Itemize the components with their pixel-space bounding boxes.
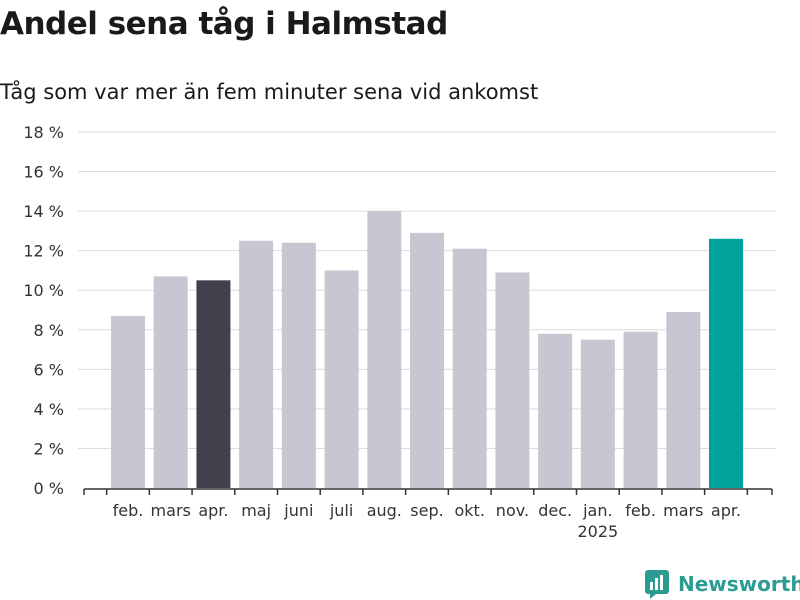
bar: [367, 211, 402, 488]
y-tick-label: 14 %: [23, 202, 64, 221]
x-tick-label: apr.: [198, 501, 228, 520]
bar: [324, 270, 359, 488]
x-tick-label: sep.: [410, 501, 443, 520]
x-tick-label: mars: [151, 501, 191, 520]
bar: [538, 333, 573, 488]
y-tick-label: 8 %: [34, 321, 64, 340]
bar: [281, 242, 316, 488]
bar: [239, 240, 274, 488]
y-tick-label: 6 %: [34, 360, 64, 379]
y-tick-label: 18 %: [23, 123, 64, 142]
x-tick-label: mars: [663, 501, 703, 520]
x-year-label: 2025: [577, 522, 618, 541]
x-tick-label: okt.: [455, 501, 485, 520]
bar: [495, 272, 530, 488]
x-tick-label: apr.: [711, 501, 741, 520]
bar: [111, 315, 145, 488]
x-tick-label: feb.: [113, 501, 144, 520]
bar: [623, 331, 658, 488]
x-tick-label: juli: [329, 501, 353, 520]
bar: [410, 232, 444, 488]
bar: [452, 248, 487, 488]
bar: [709, 238, 743, 488]
x-tick-label: juni: [283, 501, 313, 520]
y-tick-label: 2 %: [34, 439, 64, 458]
x-tick-label: nov.: [496, 501, 529, 520]
x-tick-label: dec.: [538, 501, 572, 520]
y-tick-label: 4 %: [34, 400, 64, 419]
y-tick-label: 12 %: [23, 242, 64, 261]
chart-subtitle: Tåg som var mer än fem minuter sena vid …: [0, 80, 539, 104]
newsworthy-logo-icon: [645, 570, 669, 599]
x-tick-label: maj: [241, 501, 271, 520]
bar: [196, 280, 231, 488]
y-tick-label: 16 %: [23, 163, 64, 182]
y-tick-label: 0 %: [34, 479, 64, 498]
bar: [153, 276, 188, 488]
brand: Newsworthy: [644, 568, 800, 600]
chart-title: Andel sena tåg i Halmstad: [0, 6, 448, 42]
bar: [666, 311, 701, 488]
y-tick-label: 10 %: [23, 281, 64, 300]
x-tick-label: aug.: [367, 501, 402, 520]
x-tick-label: feb.: [625, 501, 656, 520]
x-tick-label: jan.: [582, 501, 612, 520]
brand-name: Newsworthy: [678, 572, 800, 596]
bar: [580, 339, 615, 488]
